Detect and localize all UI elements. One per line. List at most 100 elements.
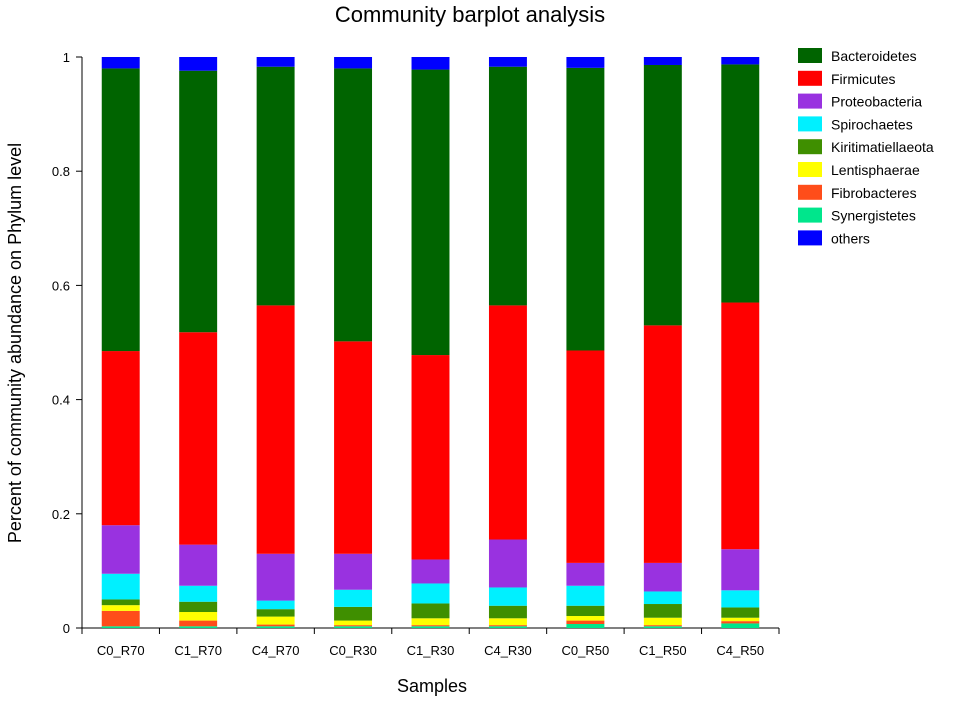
legend-swatch: [798, 139, 822, 155]
legend-swatch: [798, 162, 822, 177]
legend-swatch: [798, 93, 822, 109]
legend-item-synergistetes: Synergistetes: [798, 207, 916, 224]
x-tick-label: C1_R30: [407, 643, 455, 658]
bar-segment-others: [488, 57, 527, 67]
legend-item-kiritimatiellaeota: Kiritimatiellaeota: [798, 139, 934, 155]
bar-segment-fibrobacteres: [411, 625, 450, 627]
bar-segment-firmicutes: [721, 302, 760, 550]
bar-segment-lentisphaerae: [411, 618, 450, 626]
bar-segment-lentisphaerae: [101, 605, 140, 611]
bar-segment-kiritimatiellaeota: [566, 605, 605, 617]
legend-label: Firmicutes: [831, 71, 896, 87]
bar-segment-kiritimatiellaeota: [411, 603, 450, 619]
bar-segment-fibrobacteres: [334, 625, 373, 627]
x-axis: C0_R70 C1_R70 C4_R70 C0_R30 C1_R30 C4_R30 C0_R…: [81, 627, 780, 658]
bar-stack-c0-r70: [101, 57, 140, 628]
x-tick-label: C1_R70: [174, 643, 222, 658]
bar-segment-firmicutes: [179, 332, 218, 545]
legend-label: Kiritimatiellaeota: [831, 139, 934, 155]
bar-segment-kiritimatiellaeota: [488, 605, 527, 619]
bar-segment-spirochaetes: [101, 573, 140, 600]
bar-segment-bacteroidetes: [566, 67, 605, 351]
bar-segment-synergistetes: [101, 626, 140, 628]
legend-item-fibrobacteres: Fibrobacteres: [798, 184, 917, 201]
bar-segment-kiritimatiellaeota: [643, 604, 682, 618]
bar-segment-others: [643, 57, 682, 65]
bar-segment-bacteroidetes: [643, 64, 682, 326]
bar-stack-c1-r50: [643, 57, 682, 628]
legend-swatch: [798, 48, 822, 63]
legend-item-bacteroidetes: Bacteroidetes: [798, 48, 917, 64]
x-tick-label: C0_R70: [97, 643, 145, 658]
y-tick-label: 0: [63, 621, 70, 636]
legend-label: others: [831, 230, 870, 246]
legend-label: Spirochaetes: [831, 116, 913, 132]
bar-segment-fibrobacteres: [721, 621, 760, 624]
bar-segment-bacteroidetes: [721, 64, 760, 303]
bar-segment-bacteroidetes: [411, 69, 450, 356]
legend: Bacteroidetes Firmicutes Proteobacteria Spi…: [798, 48, 934, 246]
bar-segment-proteobacteria: [488, 539, 527, 588]
legend-swatch: [798, 116, 822, 132]
legend-swatch: [798, 184, 822, 200]
bar-segment-kiritimatiellaeota: [721, 607, 760, 618]
bar-segment-synergistetes: [721, 623, 760, 628]
bar-segment-synergistetes: [411, 626, 450, 628]
bar-stacks: [101, 57, 760, 628]
bar-segment-proteobacteria: [256, 553, 295, 601]
bar-segment-firmicutes: [643, 325, 682, 563]
bar-segment-bacteroidetes: [101, 68, 140, 352]
bar-segment-lentisphaerae: [721, 617, 760, 622]
legend-swatch: [798, 207, 822, 223]
bar-segment-spirochaetes: [411, 583, 450, 604]
bar-segment-kiritimatiellaeota: [334, 606, 373, 621]
bar-stack-c4-r30: [488, 57, 527, 628]
y-tick-label: 0.2: [52, 507, 70, 522]
bar-segment-synergistetes: [488, 626, 527, 628]
legend-item-proteobacteria: Proteobacteria: [798, 93, 922, 110]
bar-stack-c4-r50: [721, 57, 760, 628]
legend-item-spirochaetes: Spirochaetes: [798, 116, 913, 132]
bar-segment-kiritimatiellaeota: [101, 599, 140, 606]
bar-stack-c0-r50: [566, 57, 605, 628]
bar-segment-proteobacteria: [721, 549, 760, 591]
bar-segment-others: [566, 57, 605, 68]
bar-segment-others: [179, 57, 218, 71]
x-tick-label: C0_R50: [562, 643, 610, 658]
bar-segment-proteobacteria: [334, 553, 373, 590]
bar-segment-fibrobacteres: [101, 610, 140, 627]
bar-segment-firmicutes: [411, 355, 450, 560]
bar-segment-others: [101, 57, 140, 69]
bar-segment-lentisphaerae: [256, 616, 295, 625]
bar-segment-bacteroidetes: [488, 66, 527, 306]
bar-segment-lentisphaerae: [643, 617, 682, 626]
bar-segment-proteobacteria: [643, 562, 682, 592]
y-tick-label: 0.8: [52, 164, 70, 179]
bar-segment-spirochaetes: [334, 589, 373, 607]
x-tick-label: C1_R50: [639, 643, 687, 658]
legend-label: Proteobacteria: [831, 94, 922, 110]
bar-segment-synergistetes: [334, 626, 373, 628]
bar-segment-fibrobacteres: [256, 624, 295, 627]
y-tick-label: 0.4: [52, 393, 70, 408]
x-tick-label: C4_R70: [252, 643, 300, 658]
bar-segment-firmicutes: [101, 351, 140, 526]
legend-label: Bacteroidetes: [831, 48, 917, 64]
bar-segment-proteobacteria: [566, 562, 605, 586]
bar-segment-others: [411, 57, 450, 70]
y-axis: 0 0.2 0.4 0.6 0.8 1: [52, 50, 83, 636]
bar-segment-kiritimatiellaeota: [256, 609, 295, 617]
bar-segment-spirochaetes: [566, 585, 605, 606]
bar-segment-spirochaetes: [721, 590, 760, 608]
bar-segment-others: [256, 57, 295, 67]
bar-segment-synergistetes: [256, 626, 295, 628]
bar-segment-lentisphaerae: [179, 612, 218, 621]
bar-segment-spirochaetes: [643, 591, 682, 605]
bar-segment-fibrobacteres: [566, 620, 605, 625]
y-tick-label: 1: [63, 50, 70, 65]
y-tick-label: 0.6: [52, 278, 70, 293]
bar-segment-firmicutes: [566, 350, 605, 563]
bar-segment-firmicutes: [334, 341, 373, 554]
bar-segment-synergistetes: [643, 626, 682, 628]
